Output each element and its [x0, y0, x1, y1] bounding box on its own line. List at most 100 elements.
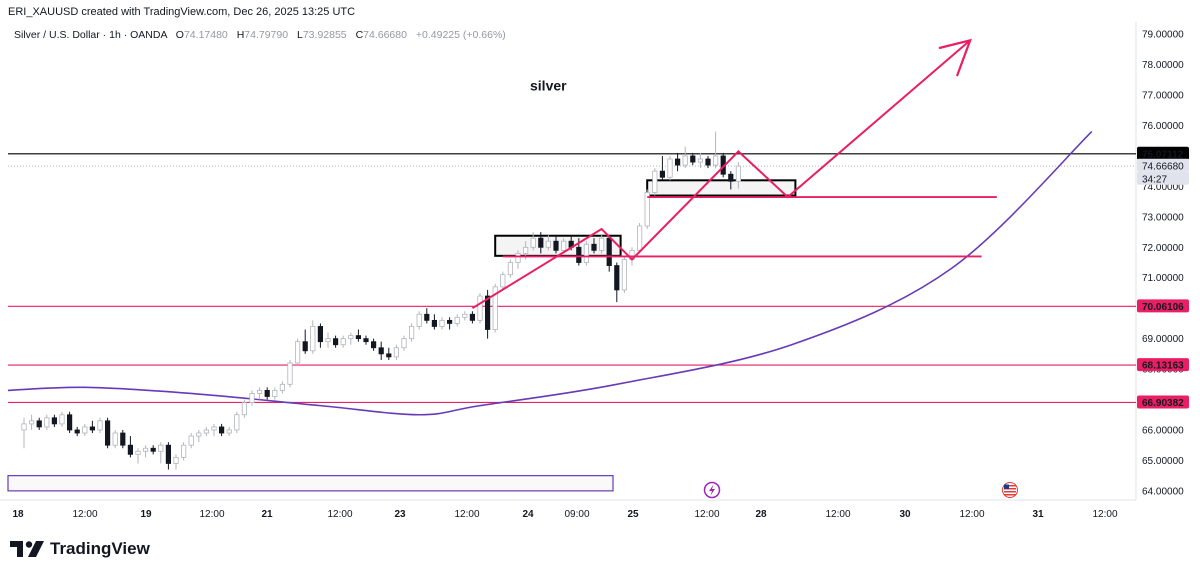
candle-body	[332, 338, 339, 346]
candle-body	[697, 158, 704, 163]
range-rectangles	[7, 179, 797, 492]
candle-body	[363, 338, 369, 343]
candle-body	[545, 240, 552, 248]
candle-body	[97, 420, 103, 431]
candle-body	[469, 313, 476, 321]
candle-body	[561, 240, 567, 251]
candle-body	[538, 237, 544, 248]
x-tick-label: 30	[899, 509, 911, 520]
candle-body	[484, 295, 491, 330]
candle-body	[644, 192, 650, 227]
x-tick-label: 23	[394, 509, 406, 520]
candle-body	[583, 243, 590, 263]
price-label-text: 70.06106	[1142, 302, 1184, 313]
y-tick-label: 74.00000	[1142, 182, 1184, 193]
candle-body	[530, 237, 536, 248]
lightning-icon	[703, 481, 721, 499]
candle-body	[614, 265, 620, 291]
candle-body	[226, 429, 232, 434]
y-tick-label: 72.00000	[1142, 243, 1184, 254]
candle-body	[249, 393, 255, 403]
grid-lines	[0, 22, 1137, 501]
candle-body	[713, 155, 719, 166]
candle-body	[142, 447, 149, 452]
price-label: 66.90382	[1137, 395, 1189, 409]
x-tick-label: 28	[755, 509, 767, 520]
price-label-text: 68.13163	[1142, 361, 1184, 372]
candle-body	[507, 262, 514, 276]
x-tick-label: 12:00	[825, 509, 850, 520]
lightning-bolt	[709, 484, 715, 496]
candle-body	[705, 158, 711, 166]
candles	[21, 131, 742, 470]
price-label: 70.06106	[1137, 299, 1189, 313]
high-value: 74.79790	[244, 29, 289, 41]
x-tick-label: 12:00	[1092, 509, 1117, 520]
candle-body	[667, 158, 673, 178]
candle-body	[302, 341, 308, 352]
candle-body	[621, 259, 628, 291]
candle-body	[256, 389, 263, 394]
created-line: ERI_XAUUSD created with TradingView.com,…	[8, 6, 356, 18]
price-label-bg	[1137, 395, 1189, 409]
price-label-bg	[1137, 158, 1189, 172]
candle-body	[446, 319, 453, 324]
candle-body	[515, 252, 521, 263]
candle-body	[659, 170, 666, 178]
candle-body	[234, 414, 240, 431]
candle-body	[21, 423, 27, 431]
candle-body	[408, 326, 415, 340]
x-axis[interactable]: 18 12:00 19 12:00 21 12:00 23 12:00 24 09:00 25 12:…	[12, 509, 1118, 520]
symbol-name[interactable]: Silver / U.S. Dollar · 1h · OANDA	[14, 29, 167, 41]
price-label-bg	[1137, 146, 1189, 160]
x-tick-label: 24	[522, 509, 534, 520]
candle-body	[492, 286, 498, 330]
candle-body	[401, 338, 407, 349]
event-icons	[703, 481, 1018, 499]
y-axis[interactable]: 79.0000078.0000077.0000076.0000075.00000…	[1142, 30, 1184, 498]
y-tick-label: 73.00000	[1142, 212, 1184, 223]
candle-body	[348, 335, 354, 340]
candle-body	[188, 435, 194, 446]
us-flag-icon	[1002, 482, 1018, 498]
candle-body	[264, 389, 270, 397]
y-tick-label: 77.00000	[1142, 91, 1184, 102]
candle-body	[576, 246, 582, 263]
y-tick-label: 64.00000	[1142, 486, 1184, 497]
candle-body	[211, 426, 217, 431]
candle-body	[196, 432, 202, 437]
candle-body	[454, 316, 460, 324]
candle-body	[241, 402, 247, 416]
y-tick-label: 69.00000	[1142, 334, 1184, 345]
candle-body	[416, 313, 422, 327]
us-flag-stripe	[1004, 494, 1016, 496]
candle-body	[431, 319, 438, 327]
horizontal-levels	[8, 153, 1136, 404]
candle-body	[393, 347, 400, 358]
candle-body	[294, 341, 301, 364]
candle-body	[553, 240, 559, 251]
tradingview-logo: TradingView	[10, 539, 150, 559]
x-tick-label: 25	[627, 509, 639, 520]
candle-body	[74, 429, 80, 434]
candle-body	[203, 429, 209, 434]
candle-body	[439, 319, 445, 327]
candle-body	[637, 225, 643, 251]
candle-body	[127, 444, 133, 455]
us-flag-canton	[1004, 484, 1009, 489]
candle-body	[523, 246, 529, 254]
candle-body	[682, 155, 688, 166]
candle-body	[105, 420, 111, 446]
price-label: 74.66680	[1137, 158, 1189, 172]
price-label-text: 75.07112	[1142, 149, 1184, 160]
candle-body	[370, 341, 377, 349]
candle-body	[158, 444, 164, 452]
candle-body	[272, 389, 278, 397]
candle-body	[218, 426, 225, 434]
candle-body	[279, 383, 286, 391]
silver-annotation: silver	[530, 78, 567, 94]
candle-body	[477, 295, 483, 321]
candle-body	[67, 414, 73, 431]
